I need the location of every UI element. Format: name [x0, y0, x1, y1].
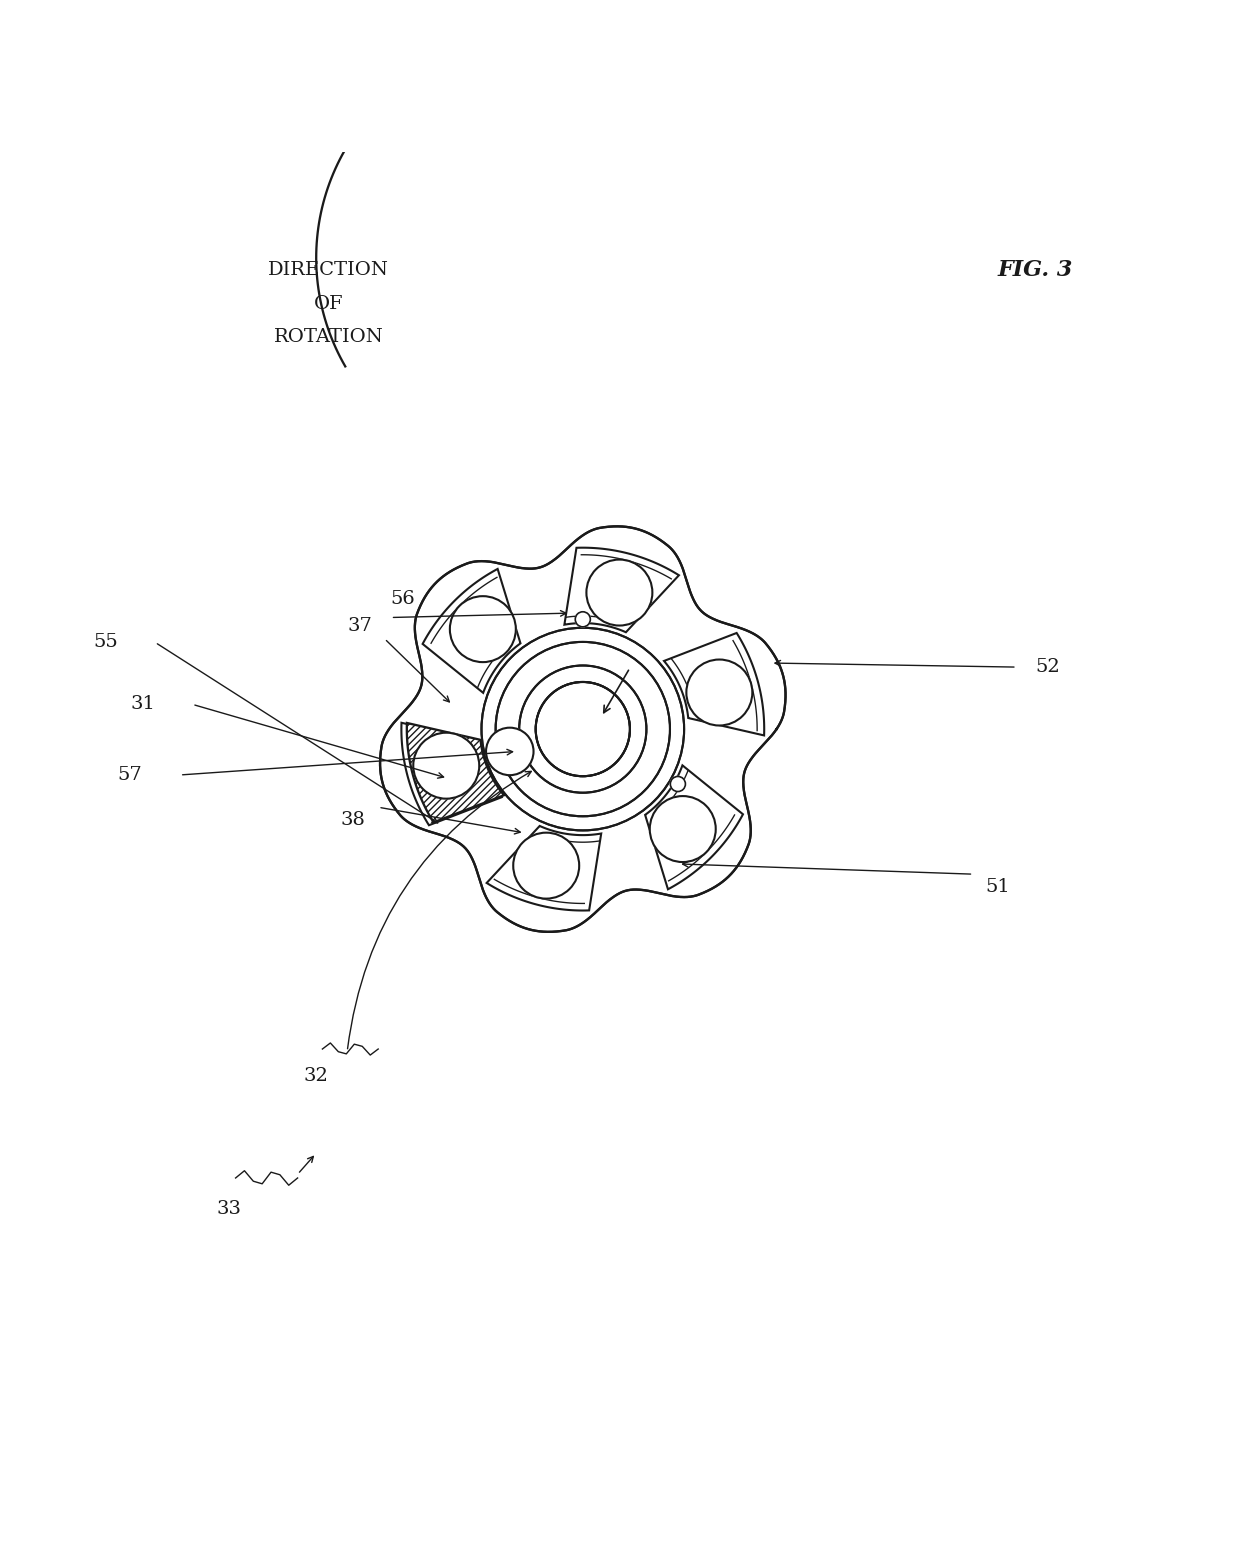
Circle shape [536, 681, 630, 776]
Text: DIRECTION: DIRECTION [268, 261, 389, 280]
Polygon shape [407, 723, 503, 822]
Text: 52: 52 [1035, 658, 1060, 677]
Circle shape [513, 833, 579, 899]
Polygon shape [379, 527, 786, 932]
Circle shape [587, 559, 652, 626]
Circle shape [575, 612, 590, 627]
Circle shape [486, 728, 533, 776]
Text: 37: 37 [347, 616, 372, 635]
Polygon shape [486, 827, 601, 910]
Text: 57: 57 [118, 766, 143, 783]
Polygon shape [645, 765, 743, 890]
Text: 33: 33 [217, 1200, 242, 1217]
Polygon shape [402, 723, 502, 825]
Text: 31: 31 [130, 695, 155, 714]
Circle shape [687, 660, 753, 726]
Circle shape [650, 796, 715, 862]
Text: FIG. 3: FIG. 3 [998, 260, 1073, 281]
Text: ROTATION: ROTATION [274, 328, 383, 346]
Circle shape [450, 596, 516, 663]
Circle shape [536, 681, 630, 776]
Text: 56: 56 [391, 590, 415, 607]
Circle shape [496, 641, 670, 816]
Text: 51: 51 [986, 878, 1011, 896]
Polygon shape [423, 569, 521, 692]
Circle shape [413, 732, 479, 799]
Circle shape [671, 777, 686, 791]
Circle shape [481, 627, 684, 830]
Text: 55: 55 [93, 633, 118, 652]
Polygon shape [663, 633, 764, 735]
Circle shape [520, 666, 646, 793]
Text: 38: 38 [341, 811, 366, 828]
Text: 32: 32 [304, 1068, 329, 1085]
Polygon shape [564, 547, 680, 632]
Text: OF: OF [314, 295, 343, 312]
